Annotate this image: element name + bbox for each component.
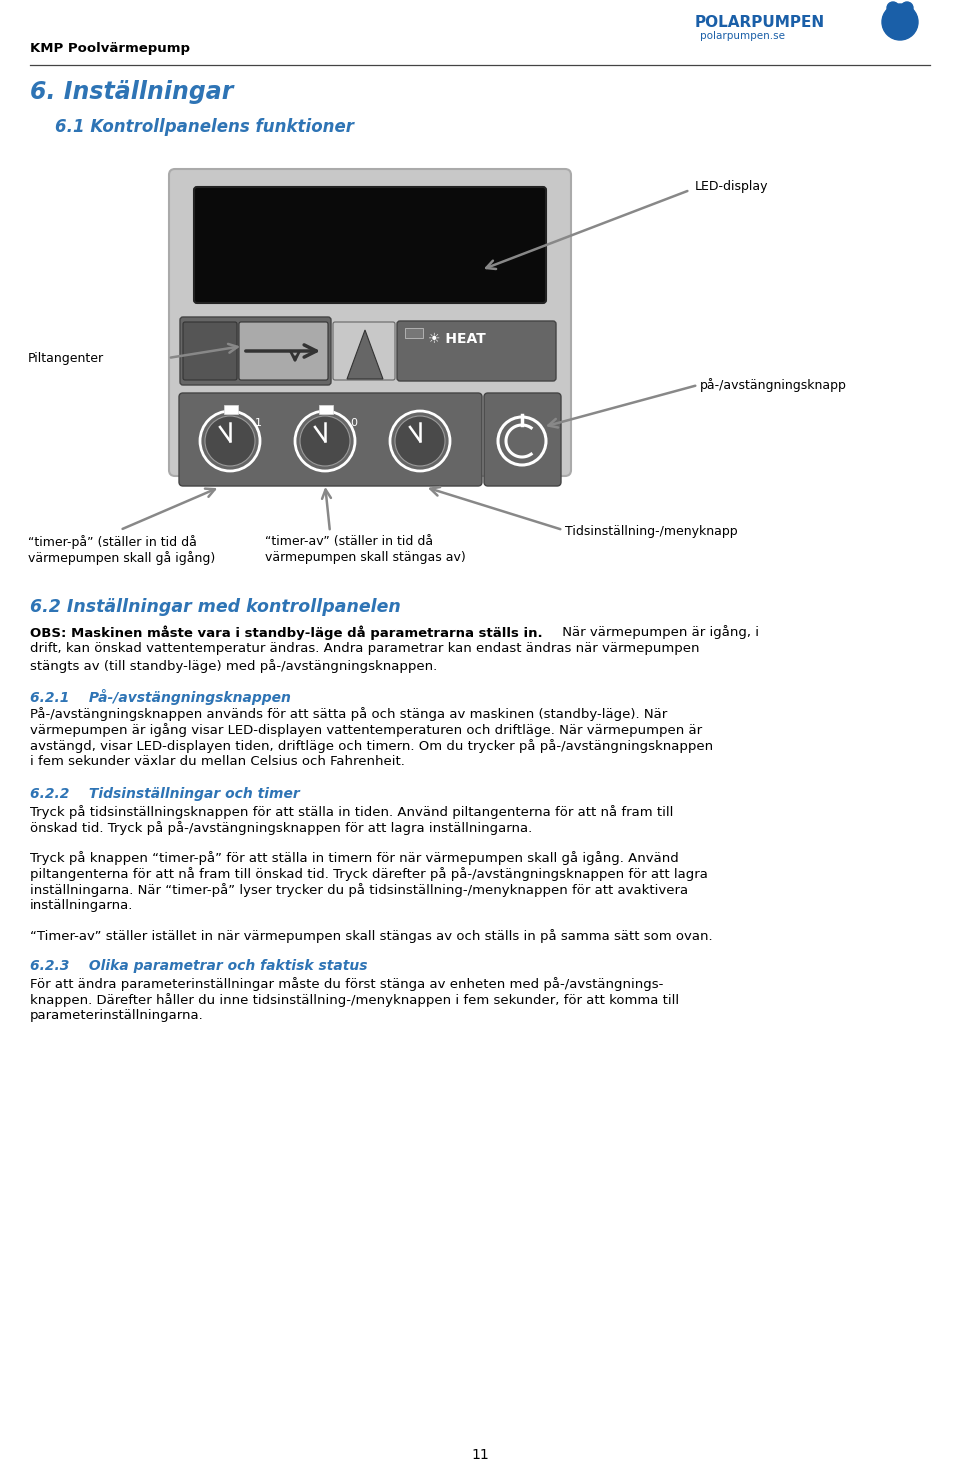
Circle shape xyxy=(300,415,350,466)
Circle shape xyxy=(882,4,918,40)
Text: piltangenterna för att nå fram till önskad tid. Tryck därefter på på-/avstängnin: piltangenterna för att nå fram till önsk… xyxy=(30,868,708,881)
Text: Piltangenter: Piltangenter xyxy=(28,352,104,365)
Circle shape xyxy=(200,411,260,471)
Circle shape xyxy=(395,415,445,466)
FancyBboxPatch shape xyxy=(397,321,556,381)
FancyBboxPatch shape xyxy=(405,328,423,338)
Text: “Timer-av” ställer istället in när värmepumpen skall stängas av och ställs in på: “Timer-av” ställer istället in när värme… xyxy=(30,930,712,943)
Text: Tidsinställning-/menyknapp: Tidsinställning-/menyknapp xyxy=(565,525,737,538)
Text: parameterinställningarna.: parameterinställningarna. xyxy=(30,1009,204,1021)
Text: avstängd, visar LED-displayen tiden, driftläge och timern. Om du trycker på på-/: avstängd, visar LED-displayen tiden, dri… xyxy=(30,739,713,752)
Text: KMP Poolvärmepump: KMP Poolvärmepump xyxy=(30,41,190,55)
Text: i fem sekunder växlar du mellan Celsius och Fahrenheit.: i fem sekunder växlar du mellan Celsius … xyxy=(30,755,405,769)
Circle shape xyxy=(498,417,546,466)
Text: OBS: Maskinen måste vara i standby-läge då parametrarna ställs in.: OBS: Maskinen måste vara i standby-läge … xyxy=(30,625,542,640)
Text: 6.2 Inställningar med kontrollpanelen: 6.2 Inställningar med kontrollpanelen xyxy=(30,599,400,616)
Text: knappen. Därefter håller du inne tidsinställning-/menyknappen i fem sekunder, fö: knappen. Därefter håller du inne tidsins… xyxy=(30,993,679,1007)
Text: på-/avstängningsknapp: på-/avstängningsknapp xyxy=(700,378,847,392)
Text: 6. Inställningar: 6. Inställningar xyxy=(30,80,233,103)
FancyBboxPatch shape xyxy=(183,322,237,380)
Circle shape xyxy=(205,415,255,466)
Text: ☀ HEAT: ☀ HEAT xyxy=(428,333,486,346)
Text: värmepumpen skall gå igång): värmepumpen skall gå igång) xyxy=(28,551,215,565)
Text: 11: 11 xyxy=(471,1448,489,1462)
Text: LED-display: LED-display xyxy=(695,180,769,194)
Text: POLARPUMPEN: POLARPUMPEN xyxy=(695,15,826,30)
Circle shape xyxy=(901,1,913,13)
Circle shape xyxy=(295,411,355,471)
Circle shape xyxy=(887,1,899,13)
Text: stängts av (till standby-läge) med på-/avstängningsknappen.: stängts av (till standby-läge) med på-/a… xyxy=(30,659,437,672)
Text: “timer-av” (ställer in tid då: “timer-av” (ställer in tid då xyxy=(265,535,433,548)
Text: Tryck på knappen “timer-på” för att ställa in timern för när värmepumpen skall g: Tryck på knappen “timer-på” för att stäl… xyxy=(30,851,679,865)
Text: 0: 0 xyxy=(350,418,357,429)
Text: Tryck på tidsinställningsknappen för att ställa in tiden. Använd piltangenterna : Tryck på tidsinställningsknappen för att… xyxy=(30,806,673,819)
FancyBboxPatch shape xyxy=(180,316,331,384)
Text: inställningarna.: inställningarna. xyxy=(30,899,133,912)
Text: 6.2.3    Olika parametrar och faktisk status: 6.2.3 Olika parametrar och faktisk statu… xyxy=(30,959,368,973)
FancyBboxPatch shape xyxy=(224,405,238,414)
Text: drift, kan önskad vattentemperatur ändras. Andra parametrar kan endast ändras nä: drift, kan önskad vattentemperatur ändra… xyxy=(30,641,700,655)
Text: För att ändra parameterinställningar måste du först stänga av enheten med på-/av: För att ändra parameterinställningar mås… xyxy=(30,977,663,990)
FancyBboxPatch shape xyxy=(333,322,395,380)
Text: När värmepumpen är igång, i: När värmepumpen är igång, i xyxy=(558,625,759,638)
Text: önskad tid. Tryck på på-/avstängningsknappen för att lagra inställningarna.: önskad tid. Tryck på på-/avstängningskna… xyxy=(30,820,532,835)
Text: På-/avstängningsknappen används för att sätta på och stänga av maskinen (standby: På-/avstängningsknappen används för att … xyxy=(30,706,667,721)
FancyBboxPatch shape xyxy=(194,188,546,303)
Text: 6.1 Kontrollpanelens funktioner: 6.1 Kontrollpanelens funktioner xyxy=(55,118,354,136)
Text: 1: 1 xyxy=(255,418,262,429)
FancyBboxPatch shape xyxy=(169,168,571,476)
Text: “timer-på” (ställer in tid då: “timer-på” (ställer in tid då xyxy=(28,535,197,548)
Text: inställningarna. När “timer-på” lyser trycker du på tidsinställning-/menyknappen: inställningarna. När “timer-på” lyser tr… xyxy=(30,882,688,897)
FancyBboxPatch shape xyxy=(484,393,561,486)
Polygon shape xyxy=(347,330,383,378)
FancyBboxPatch shape xyxy=(179,393,482,486)
Text: 6.2.1    På-/avstängningsknappen: 6.2.1 På-/avstängningsknappen xyxy=(30,689,291,705)
Text: värmepumpen är igång visar LED-displayen vattentemperaturen och driftläge. När v: värmepumpen är igång visar LED-displayen… xyxy=(30,723,702,738)
FancyBboxPatch shape xyxy=(239,322,328,380)
Circle shape xyxy=(390,411,450,471)
FancyBboxPatch shape xyxy=(319,405,333,414)
Text: polarpumpen.se: polarpumpen.se xyxy=(700,31,785,41)
Text: värmepumpen skall stängas av): värmepumpen skall stängas av) xyxy=(265,551,466,565)
Text: 6.2.2    Tidsinställningar och timer: 6.2.2 Tidsinställningar och timer xyxy=(30,786,300,801)
